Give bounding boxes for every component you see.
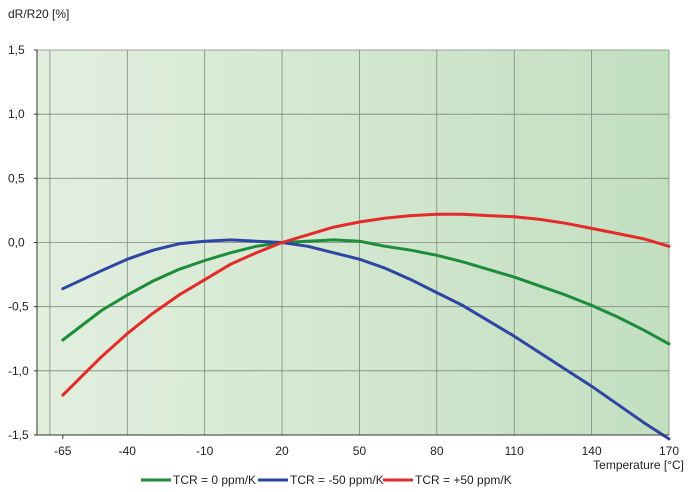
legend-label-1: TCR = 0 ppm/K [173,473,256,487]
y-tick-label: -1,0 [8,364,29,378]
x-tick-label: -65 [54,444,72,458]
legend-label-3: TCR = +50 ppm/K [415,473,512,487]
legend: TCR = 0 ppm/K TCR = -50 ppm/K TCR = +50 pp… [141,473,512,487]
series-line-3 [61,212,671,397]
y-axis-label: dR/R20 [%] [8,7,69,21]
y-tick-label: 0,0 [8,236,25,250]
y-tick-label: 1,5 [8,43,25,57]
series-line-2 [61,238,671,441]
x-tick-label: -10 [196,444,214,458]
series-line-1 [61,238,671,346]
x-tick-label: 20 [275,444,289,458]
x-axis-label: Temperature [°C] [593,458,684,472]
y-tick-label: -0,5 [8,300,29,314]
x-tick-labels: -65 -40 -10 20 50 80 110 140 170 [54,444,679,458]
x-tick-label: 50 [353,444,367,458]
y-tick-labels: -1,5 -1,0 -0,5 0,0 0,5 1,0 1,5 [8,43,29,442]
y-tick-label: 0,5 [8,171,25,185]
axes [34,49,669,439]
x-tick-label: -40 [119,444,137,458]
y-tick-label: 1,0 [8,107,25,121]
x-tick-label: 110 [505,444,524,458]
x-tick-label: 80 [430,444,444,458]
legend-label-2: TCR = -50 ppm/K [290,473,384,487]
x-tick-label: 140 [582,444,602,458]
series-lines [61,212,671,441]
x-tick-label: 170 [659,444,679,458]
y-tick-label: -1,5 [8,428,29,442]
